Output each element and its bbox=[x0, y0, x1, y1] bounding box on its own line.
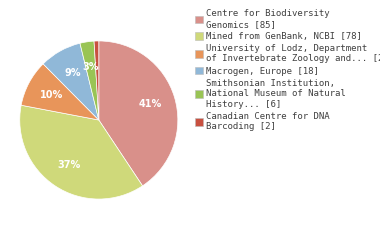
Text: 10%: 10% bbox=[40, 90, 63, 100]
Text: 37%: 37% bbox=[57, 160, 81, 170]
Legend: Centre for Biodiversity
Genomics [85], Mined from GenBank, NCBI [78], University: Centre for Biodiversity Genomics [85], M… bbox=[195, 9, 380, 131]
Wedge shape bbox=[94, 41, 99, 120]
Text: 41%: 41% bbox=[139, 99, 162, 109]
Wedge shape bbox=[20, 105, 142, 199]
Text: 9%: 9% bbox=[64, 68, 81, 78]
Text: 3%: 3% bbox=[82, 62, 99, 72]
Wedge shape bbox=[80, 41, 99, 120]
Wedge shape bbox=[99, 41, 178, 186]
Wedge shape bbox=[21, 64, 99, 120]
Wedge shape bbox=[43, 43, 99, 120]
